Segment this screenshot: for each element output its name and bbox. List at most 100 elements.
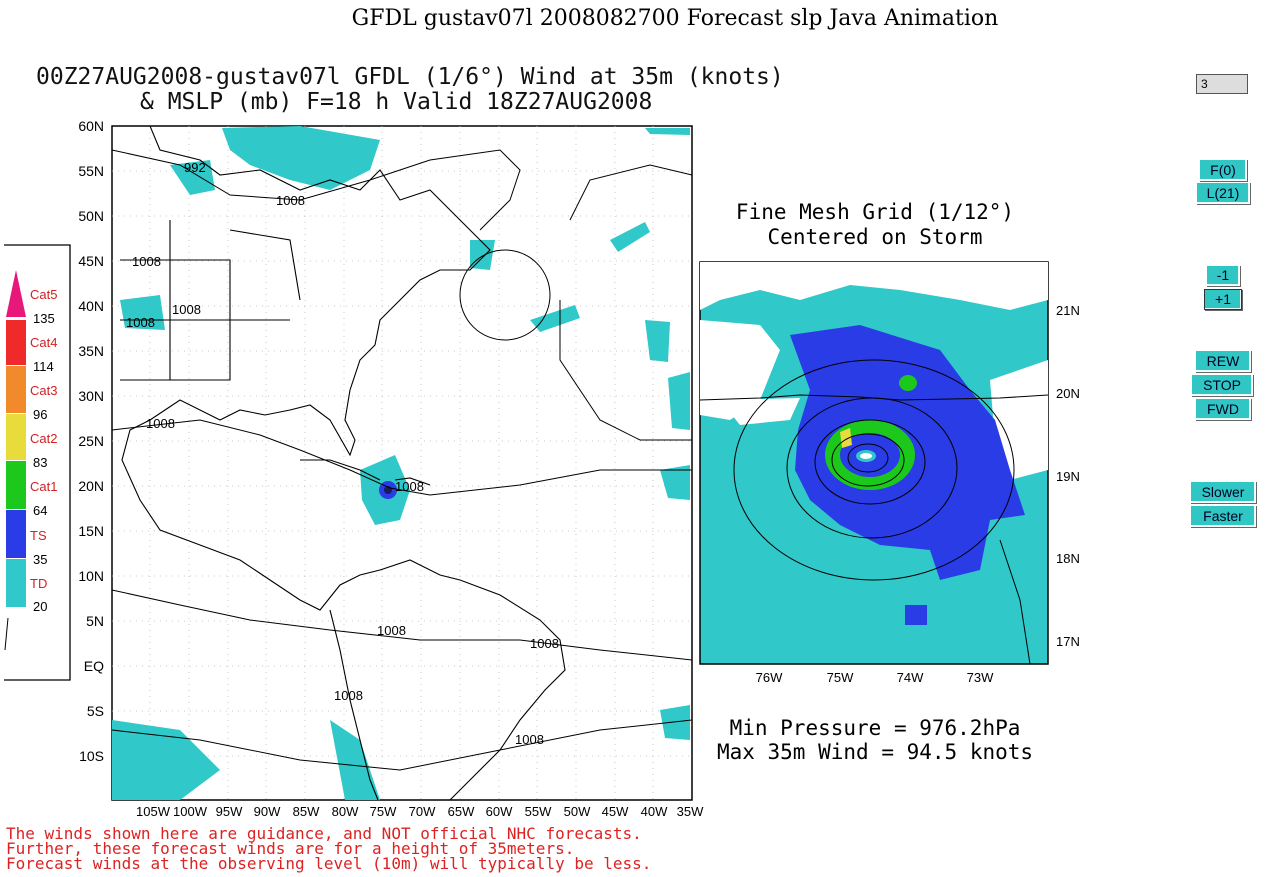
- contour-label: 1008: [334, 688, 363, 703]
- lat-label: 45N: [78, 253, 104, 269]
- wind-legend: [4, 244, 71, 681]
- lon-label: 70W: [409, 804, 436, 819]
- max-wind: Max 35m Wind = 94.5 knots: [716, 740, 1034, 764]
- lon-label: 75W: [370, 804, 397, 819]
- lat-label: 5N: [86, 613, 104, 629]
- fine-lon-label: 75W: [827, 670, 854, 685]
- lon-label: 85W: [293, 804, 320, 819]
- cat5-swatch: [6, 270, 26, 317]
- legend-cat-label: Cat1: [30, 479, 57, 494]
- td-swatch: [6, 559, 26, 607]
- map-title-line1: 00Z27AUG2008-gustav07l GFDL (1/6°) Wind …: [36, 64, 784, 90]
- lon-label: 40W: [641, 804, 668, 819]
- contour-label: 1008: [126, 315, 155, 330]
- lon-label: 35W: [677, 804, 704, 819]
- legend-threshold: 96: [33, 407, 47, 422]
- ts-swatch: [6, 510, 26, 558]
- cat3-swatch: [6, 366, 26, 413]
- fine-lat-label: 18N: [1056, 551, 1080, 566]
- lat-label: 5S: [87, 703, 104, 719]
- lat-label: 40N: [78, 298, 104, 314]
- fine-mesh-isobars: [699, 359, 1049, 665]
- main-lon-labels: 105W 100W 95W 90W 85W 80W 75W 70W 65W 60…: [136, 804, 704, 819]
- lat-label: 35N: [78, 343, 104, 359]
- legend-threshold: 20: [33, 599, 47, 614]
- legend-threshold: 114: [33, 359, 54, 374]
- contour-labels: 992 1008 1008 1008 1008 1008 1008 1008 1…: [126, 160, 559, 747]
- fine-mesh-calm-areas: [700, 262, 1048, 480]
- contour-label: 1008: [515, 732, 544, 747]
- cat1-swatch: [6, 461, 26, 509]
- first-frame-button[interactable]: F(0): [1199, 159, 1247, 181]
- fine-lon-label: 76W: [756, 670, 783, 685]
- contour-label: 1008: [377, 623, 406, 638]
- cat2-swatch: [6, 414, 26, 460]
- min-pressure: Min Pressure = 976.2hPa: [729, 716, 1021, 740]
- legend-cat-label: Cat5: [30, 287, 57, 302]
- contour-label: 1008: [395, 479, 424, 494]
- lat-label: 60N: [78, 118, 104, 134]
- contour-label: 1008: [276, 193, 305, 208]
- fine-mesh-title-line2: Centered on Storm: [767, 225, 983, 249]
- main-lat-labels: 60N 55N 50N 45N 40N 35N 30N 25N 20N 15N …: [78, 118, 104, 764]
- lat-label: 50N: [78, 208, 104, 224]
- rewind-button[interactable]: REW: [1195, 350, 1251, 372]
- step-forward-button[interactable]: +1: [1204, 289, 1242, 310]
- fine-lat-label: 19N: [1056, 469, 1080, 484]
- contour-label: 1008: [530, 636, 559, 651]
- legend-threshold: 83: [33, 455, 47, 470]
- fine-lon-label: 74W: [897, 670, 924, 685]
- legend-cat-label: Cat2: [30, 431, 57, 446]
- fine-lon-labels: 76W 75W 74W 73W: [756, 670, 994, 685]
- disclaimer-line3: Forecast winds at the observing level (1…: [6, 854, 652, 873]
- main-map-frame: [111, 125, 693, 801]
- fine-lat-label: 20N: [1056, 386, 1080, 401]
- contour-label: 992: [184, 160, 206, 175]
- contour-label: 1008: [132, 254, 161, 269]
- td-wind-areas: [112, 126, 690, 800]
- lon-label: 60W: [486, 804, 513, 819]
- lon-label: 80W: [332, 804, 359, 819]
- lon-label: 65W: [448, 804, 475, 819]
- page-title: GFDL gustav07l 2008082700 Forecast slp J…: [351, 6, 999, 31]
- lat-label: 20N: [78, 478, 104, 494]
- fine-mesh-title-line1: Fine Mesh Grid (1/12°): [735, 200, 1015, 224]
- forward-button[interactable]: FWD: [1195, 398, 1251, 420]
- legend-cat-label: TD: [30, 576, 47, 591]
- lon-label: 55W: [525, 804, 552, 819]
- fine-lat-label: 21N: [1056, 303, 1080, 318]
- lon-label: 50W: [564, 804, 591, 819]
- fine-lat-labels: 21N 20N 19N 18N 17N: [1056, 303, 1080, 649]
- last-frame-button[interactable]: L(21): [1196, 182, 1250, 204]
- lat-label: 55N: [78, 163, 104, 179]
- contour-label: 1008: [146, 416, 175, 431]
- legend-threshold: 135: [33, 311, 55, 326]
- legend-cat-label: Cat3: [30, 383, 57, 398]
- legend-threshold: 35: [33, 552, 47, 567]
- fine-lon-label: 73W: [967, 670, 994, 685]
- lon-label: 90W: [254, 804, 281, 819]
- faster-button[interactable]: Faster: [1190, 505, 1256, 527]
- frame-number-input[interactable]: [1196, 74, 1248, 94]
- lon-label: 45W: [602, 804, 629, 819]
- lon-label: 105W: [136, 804, 171, 819]
- lon-label: 95W: [216, 804, 243, 819]
- fine-lat-label: 17N: [1056, 634, 1080, 649]
- isobars: [111, 149, 693, 771]
- stop-button[interactable]: STOP: [1191, 374, 1253, 396]
- slower-button[interactable]: Slower: [1190, 481, 1256, 503]
- fine-mesh-storm: [790, 325, 1025, 625]
- contour-label: 1008: [172, 302, 201, 317]
- lon-label: 100W: [173, 804, 208, 819]
- lat-label: 10N: [78, 568, 104, 584]
- lat-label: 25N: [78, 433, 104, 449]
- lat-label: 15N: [78, 523, 104, 539]
- legend-cat-label: Cat4: [30, 335, 57, 350]
- cat4-swatch: [6, 320, 26, 365]
- step-back-button[interactable]: -1: [1206, 265, 1240, 286]
- disclaimer-line2: Further, these forecast winds are for a …: [6, 839, 575, 858]
- lat-label: 30N: [78, 388, 104, 404]
- lat-label: 10S: [79, 748, 104, 764]
- coastlines: [120, 125, 566, 801]
